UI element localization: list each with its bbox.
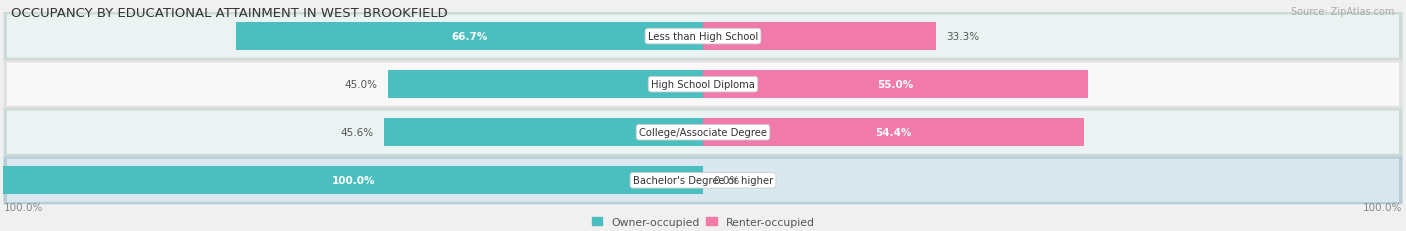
Bar [388, 71, 703, 99]
FancyBboxPatch shape [7, 111, 1399, 154]
Bar [703, 119, 1084, 146]
Text: 100.0%: 100.0% [3, 202, 42, 212]
Bar [703, 23, 936, 51]
Bar [703, 71, 1088, 99]
Legend: Owner-occupied, Renter-occupied: Owner-occupied, Renter-occupied [588, 213, 818, 231]
FancyBboxPatch shape [7, 63, 1399, 106]
Text: 33.3%: 33.3% [946, 32, 980, 42]
Text: 100.0%: 100.0% [1364, 202, 1403, 212]
Text: High School Diploma: High School Diploma [651, 80, 755, 90]
Text: Source: ZipAtlas.com: Source: ZipAtlas.com [1291, 7, 1395, 17]
Text: 100.0%: 100.0% [332, 176, 375, 185]
Text: 55.0%: 55.0% [877, 80, 914, 90]
Text: 54.4%: 54.4% [875, 128, 911, 138]
Text: Less than High School: Less than High School [648, 32, 758, 42]
Text: Bachelor's Degree or higher: Bachelor's Degree or higher [633, 176, 773, 185]
Text: 45.0%: 45.0% [344, 80, 378, 90]
Bar [384, 119, 703, 146]
FancyBboxPatch shape [3, 109, 1403, 157]
Text: OCCUPANCY BY EDUCATIONAL ATTAINMENT IN WEST BROOKFIELD: OCCUPANCY BY EDUCATIONAL ATTAINMENT IN W… [11, 7, 449, 20]
FancyBboxPatch shape [3, 157, 1403, 204]
FancyBboxPatch shape [3, 61, 1403, 109]
FancyBboxPatch shape [3, 13, 1403, 61]
Text: College/Associate Degree: College/Associate Degree [638, 128, 768, 138]
Text: 0.0%: 0.0% [713, 176, 740, 185]
FancyBboxPatch shape [7, 15, 1399, 58]
Text: 45.6%: 45.6% [340, 128, 374, 138]
Text: 66.7%: 66.7% [451, 32, 488, 42]
FancyBboxPatch shape [7, 159, 1399, 202]
Bar [236, 23, 703, 51]
Bar [3, 167, 703, 194]
